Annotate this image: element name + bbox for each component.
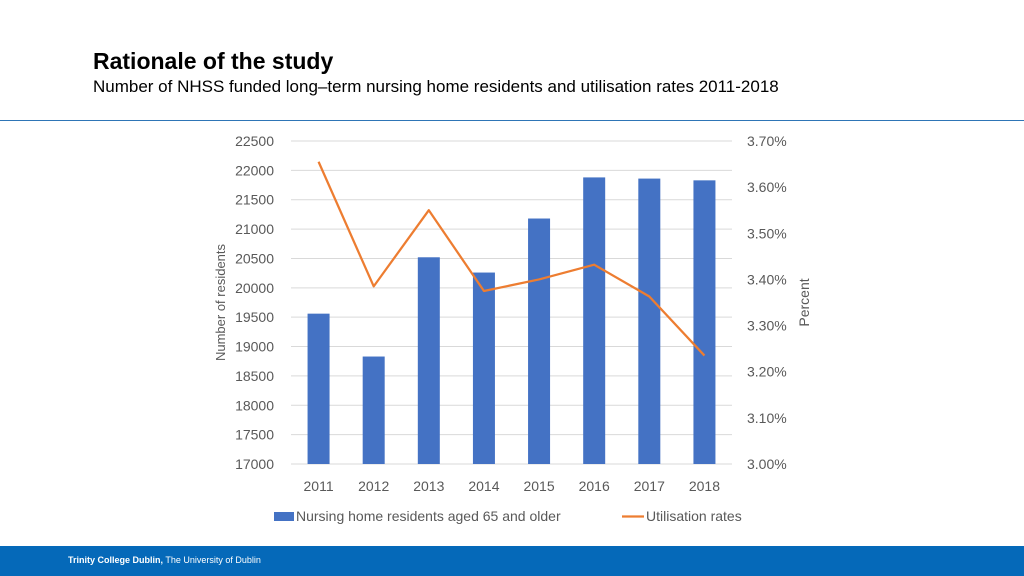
x-tick-label: 2011 [304,478,334,494]
bar [583,177,606,465]
x-tick-label: 2012 [358,478,389,494]
y-tick-label: 19500 [235,309,274,325]
y-tick-label: 22500 [235,133,274,149]
legend-swatch-bars [274,512,294,521]
footer-bar: Trinity College Dublin, The University o… [0,546,1024,576]
y2-tick-label: 3.70% [747,133,787,149]
y-tick-label: 20500 [235,250,274,266]
footer-text: Trinity College Dublin, The University o… [68,555,261,565]
slide-subtitle: Number of NHSS funded long–term nursing … [93,77,779,96]
y2-tick-label: 3.60% [747,179,787,195]
bar [528,218,551,464]
y-tick-label: 18000 [235,397,274,413]
bar [307,313,330,464]
x-tick-label: 2015 [523,478,554,494]
legend-label-line: Utilisation rates [646,508,742,524]
y-tick-label: 19000 [235,339,274,355]
footer-tagline: The University of Dublin [165,555,261,565]
x-tick-label: 2016 [579,478,610,494]
bar [693,180,716,464]
bar [472,272,495,464]
y2-tick-label: 3.40% [747,271,787,287]
y-tick-label: 18500 [235,368,274,384]
line-series-utilisation [317,161,706,357]
bar [417,257,440,464]
x-tick-label: 2017 [634,478,665,494]
y-tick-label: 20000 [235,280,274,296]
y-axis-title: Number of residents [213,243,228,361]
footer-institution: Trinity College Dublin, [68,555,164,565]
y2-tick-label: 3.20% [747,364,787,380]
legend-label-bars: Nursing home residents aged 65 and older [296,508,561,524]
y2-tick-label: 3.10% [747,410,787,426]
y2-tick-label: 3.00% [747,456,787,472]
y-tick-label: 17000 [235,456,274,472]
y2-tick-label: 3.50% [747,225,787,241]
x-tick-label: 2013 [413,478,444,494]
x-tick-label: 2018 [689,478,720,494]
bar [638,178,661,464]
y-tick-label: 17500 [235,427,274,443]
y-tick-label: 21000 [235,221,274,237]
y2-axis-title: Percent [796,278,812,326]
y-tick-label: 21500 [235,192,274,208]
title-divider [0,120,1024,121]
y2-tick-label: 3.30% [747,318,787,334]
slide-title: Rationale of the study [93,48,334,74]
y-tick-label: 22000 [235,162,274,178]
bar [362,356,385,464]
x-tick-label: 2014 [468,478,499,494]
